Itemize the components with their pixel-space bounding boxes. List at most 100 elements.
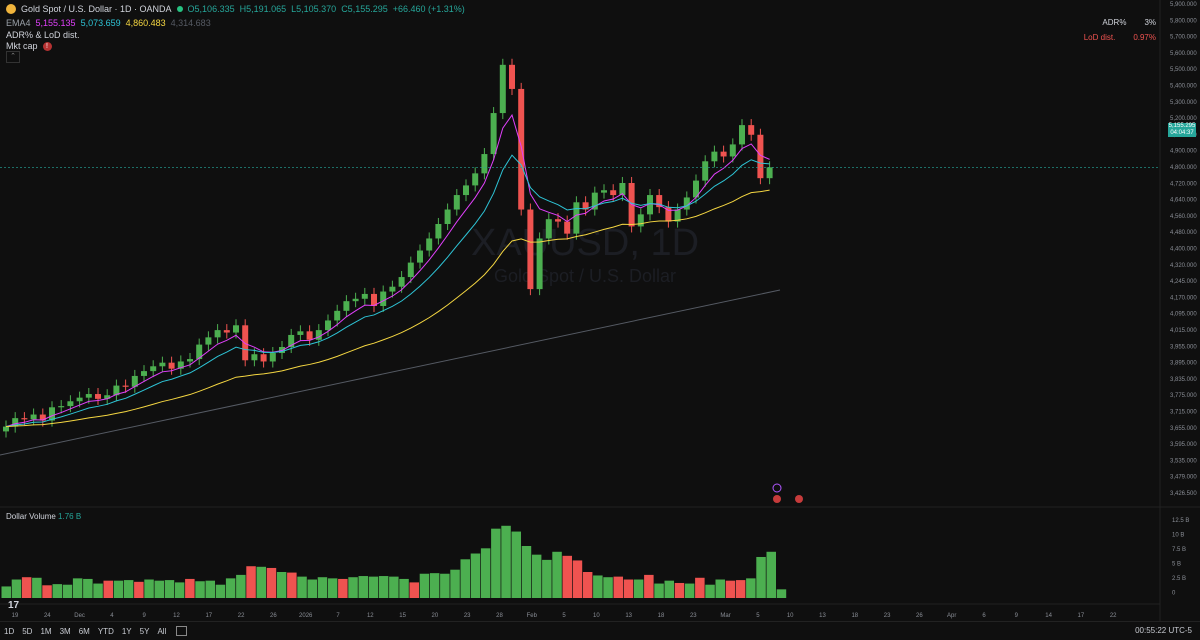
ema-mid-line [5,154,770,428]
candle-body [361,293,368,299]
price-axis-label: 4,900.000 [1170,149,1197,155]
candle-body [619,183,626,196]
error-icon[interactable]: ! [42,41,52,51]
price-axis-label: 3,535.000 [1170,458,1197,464]
candle-body [693,180,699,198]
time-axis-label: Mar [720,613,730,619]
candle-body [490,113,497,155]
price-axis-label: 4,560.000 [1170,214,1197,220]
candle-body [481,154,488,174]
candle-body [122,385,129,387]
ema-value-2: 5,073.659 [80,18,121,28]
candle-body [591,192,598,210]
candle-body [49,407,55,421]
candle-body [426,238,433,251]
price-axis-label: 5,900.000 [1170,2,1197,8]
time-axis-label: 24 [44,613,51,619]
timeframe-6m[interactable]: 6M [78,626,90,636]
volume-bar [429,573,440,598]
volume-bar [358,576,368,598]
event-dividend-icon [772,483,782,493]
candle-body [223,330,230,333]
candle-body [233,325,239,333]
volume-bar [307,579,317,598]
adr-indicator-label: ADR% & LoD dist. [6,30,80,40]
price-axis-label: 3,835.000 [1170,377,1197,383]
adr-indicator-legend[interactable]: ADR% & LoD dist. [6,30,80,40]
timeframe-all[interactable]: All [157,626,167,636]
time-axis-label: 7 [336,613,340,619]
candle-body [306,331,313,340]
ohlc-open: O5,106.335 [187,4,235,14]
timeframe-1y[interactable]: 1Y [121,626,132,636]
volume-bar [572,560,583,598]
tradingview-logo-icon[interactable]: 17 [8,600,20,611]
candle-body [757,134,764,179]
volume-legend[interactable]: Dollar Volume 1.76 B [6,512,81,521]
market-open-icon [176,6,183,12]
candle-body [601,190,607,193]
volume-bar [256,566,266,598]
event-flag-icon [795,495,803,503]
candle-body [656,195,663,208]
price-axis-label: 5,200.000 [1170,116,1197,122]
candle-body [196,344,203,360]
volume-bar [511,531,521,598]
event-flag-icon [773,495,781,503]
candle-body [518,88,525,210]
price-axis-label: 3,895.000 [1170,361,1197,367]
candle-body [417,250,423,263]
time-axis-label: 23 [884,613,891,619]
ema-legend[interactable]: EMA4 5,155.135 5,073.659 4,860.483 4,314… [6,18,211,28]
candle-body [729,144,736,157]
bottom-toolbar: 1D 5D 1M 3M 6M YTD 1Y 5Y All 00:55:22 UTC-5 [0,621,1200,640]
volume-bar [603,577,613,598]
clock-readout[interactable]: 00:55:22 UTC-5 [1135,626,1192,635]
candle-body [711,151,718,162]
volume-axis-label: 7.5 B [1172,547,1186,553]
candle-body [214,330,221,338]
time-axis-label: 10 [593,613,600,619]
volume-bar [72,578,83,598]
volume-bar [695,577,705,598]
symbol-title[interactable]: Gold Spot / U.S. Dollar · 1D · OANDA [21,4,172,14]
adr-panel: ADR% 3% LoD dist. 0.97% [1084,18,1156,48]
mktcap-indicator-legend[interactable]: Mkt cap ! [6,41,52,51]
timeframe-1d[interactable]: 1D [4,626,15,636]
calendar-icon[interactable] [176,626,188,636]
candle-body [12,418,19,427]
price-axis-label: 5,300.000 [1170,100,1197,106]
watermark-ticker: XAUUSD, 1D [471,222,699,264]
volume-bar [123,580,134,598]
volume-bar [491,528,501,598]
time-axis-label: 18 [658,613,665,619]
volume-bar [460,559,470,598]
volume-bar [613,576,623,598]
timeframe-ytd[interactable]: YTD [97,626,114,636]
volume-axis-label: 12.5 B [1172,518,1189,524]
time-axis-label: 2026 [299,613,313,619]
volume-axis-label: 0 [1172,591,1176,597]
volume-bar [195,581,205,598]
price-axis-label: 4,640.000 [1170,198,1197,204]
time-axis-label: 15 [399,613,406,619]
price-axis-label: 3,955.000 [1170,344,1197,350]
time-axis-label: Apr [947,613,956,619]
timeframe-1m[interactable]: 1M [40,626,52,636]
timeframe-5d[interactable]: 5D [22,626,33,636]
adr-value: 3% [1144,18,1156,27]
ema-value-3: 4,860.483 [125,18,166,28]
timeframe-5y[interactable]: 5Y [139,626,150,636]
volume-bar [501,525,511,598]
collapse-legend-button[interactable]: ⌃ [6,51,20,63]
volume-axis-label: 2.5 B [1172,576,1186,582]
price-axis-label: 4,480.000 [1170,230,1197,236]
time-axis-label: 23 [464,613,471,619]
candle-body [435,224,442,239]
candle-body [76,397,83,402]
ema-slow-line [5,189,770,428]
time-axis-label: 19 [12,613,19,619]
timeframe-3m[interactable]: 3M [59,626,71,636]
time-axis-label: 17 [1078,613,1085,619]
